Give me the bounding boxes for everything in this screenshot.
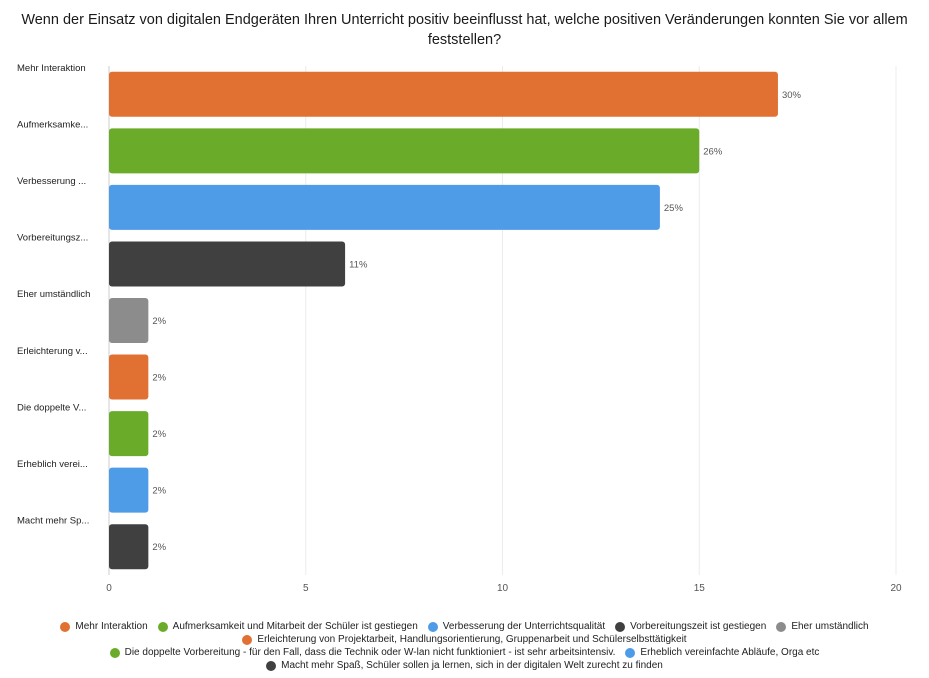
- value-label: 25%: [664, 203, 684, 214]
- legend-swatch-icon: [615, 621, 626, 632]
- bar-chart: 0 5 10 15 20 Mehr Interaktion 30% Aufmerksamke.…: [17, 63, 902, 594]
- legend-swatch-icon: [776, 621, 787, 632]
- value-label: 2%: [152, 373, 166, 384]
- legend-label: Die doppelte Vorbereitung - für den Fall…: [124, 647, 616, 658]
- bar: [109, 298, 149, 343]
- legend-label: Aufmerksamkeit und Mitarbeit der Schüler…: [172, 621, 418, 632]
- bar: [109, 524, 149, 570]
- x-tick-label: 10: [497, 583, 509, 594]
- legend-item[interactable]: Vorbereitungszeit ist gestiegen: [615, 620, 766, 633]
- legend-item[interactable]: Aufmerksamkeit und Mitarbeit der Schüler…: [157, 620, 418, 633]
- legend-item[interactable]: Erheblich vereinfachte Abläufe, Orga etc: [625, 646, 819, 659]
- legend-item[interactable]: Macht mehr Spaß, Schüler sollen ja lerne…: [266, 659, 663, 672]
- x-tick-label: 5: [303, 583, 309, 594]
- legend-swatch-icon: [60, 621, 71, 632]
- legend-swatch-icon: [242, 634, 253, 645]
- bar: [109, 128, 700, 174]
- legend-swatch-icon: [109, 647, 120, 658]
- x-tick-label: 20: [890, 583, 902, 594]
- value-label: 11%: [349, 259, 368, 270]
- bar: [109, 241, 346, 287]
- value-label: 30%: [782, 90, 802, 101]
- legend-item[interactable]: Die doppelte Vorbereitung - für den Fall…: [109, 646, 616, 659]
- bar: [109, 467, 149, 513]
- legend-swatch-icon: [266, 660, 277, 671]
- legend-label: Verbesserung der Unterrichtsqualität: [442, 621, 606, 632]
- bar: [109, 71, 778, 117]
- value-label: 2%: [152, 316, 166, 327]
- legend-item[interactable]: Erleichterung von Projektarbeit, Handlun…: [242, 633, 687, 646]
- bar: [109, 411, 149, 457]
- x-tick-label: 15: [694, 583, 706, 594]
- chart-title: Wenn der Einsatz von digitalen Endgeräte…: [21, 12, 908, 48]
- category-label: Erleichterung v...: [17, 346, 88, 357]
- chart-legend: Mehr Interaktion Aufmerksamkeit und Mitar…: [10, 620, 919, 672]
- legend-label: Macht mehr Spaß, Schüler sollen ja lerne…: [281, 660, 663, 671]
- value-label: 2%: [152, 429, 166, 440]
- legend-label: Eher umständlich: [791, 621, 869, 632]
- legend-label: Erleichterung von Projektarbeit, Handlun…: [257, 634, 687, 645]
- legend-label: Erheblich vereinfachte Abläufe, Orga etc: [640, 647, 820, 658]
- category-label: Eher umständlich: [17, 289, 90, 300]
- bar: [109, 184, 660, 230]
- category-label: Mehr Interaktion: [17, 63, 86, 74]
- category-label: Verbesserung ...: [17, 176, 86, 187]
- legend-swatch-icon: [157, 621, 168, 632]
- legend-swatch-icon: [427, 621, 438, 632]
- category-label: Vorbereitungsz...: [17, 233, 88, 244]
- legend-item[interactable]: Mehr Interaktion: [60, 620, 148, 633]
- value-label: 26%: [703, 146, 723, 157]
- x-tick-label: 0: [106, 583, 112, 594]
- category-label: Die doppelte V...: [17, 402, 86, 413]
- category-label: Macht mehr Sp...: [17, 515, 89, 526]
- bar: [109, 354, 149, 400]
- legend-label: Vorbereitungszeit ist gestiegen: [630, 621, 767, 632]
- legend-item[interactable]: Eher umständlich: [776, 620, 869, 633]
- value-label: 2%: [152, 542, 166, 553]
- category-label: Erheblich verei...: [17, 459, 88, 470]
- value-label: 2%: [152, 486, 166, 497]
- category-label: Aufmerksamke...: [17, 120, 88, 131]
- legend-item[interactable]: Verbesserung der Unterrichtsqualität: [427, 620, 606, 633]
- legend-label: Mehr Interaktion: [75, 621, 148, 632]
- legend-swatch-icon: [625, 647, 636, 658]
